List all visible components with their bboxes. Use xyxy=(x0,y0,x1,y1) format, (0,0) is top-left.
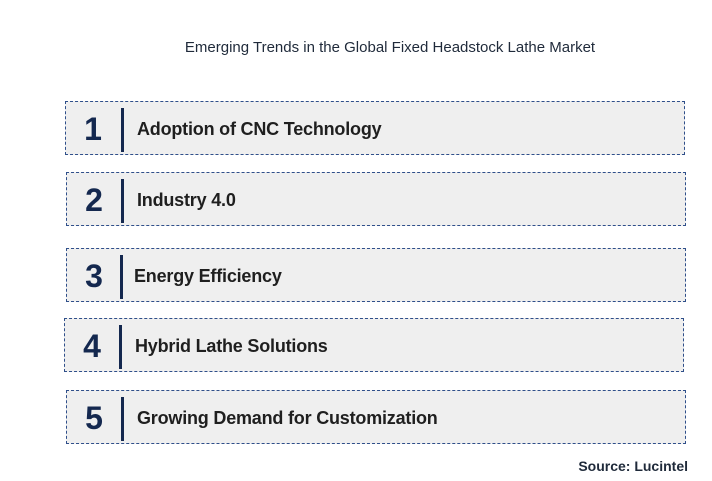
trend-item-4: 4 Hybrid Lathe Solutions xyxy=(64,318,684,372)
trend-number: 2 xyxy=(85,182,103,218)
trend-number: 1 xyxy=(84,111,102,147)
trend-label: Adoption of CNC Technology xyxy=(137,119,382,139)
trend-label: Energy Efficiency xyxy=(134,266,282,286)
divider-bar xyxy=(120,255,123,299)
trend-item-1: 1 Adoption of CNC Technology xyxy=(65,101,685,155)
trend-label: Growing Demand for Customization xyxy=(137,408,438,428)
divider-bar xyxy=(119,325,122,369)
trend-item-2: 2 Industry 4.0 xyxy=(66,172,686,226)
divider-bar xyxy=(121,179,124,223)
trend-item-5: 5 Growing Demand for Customization xyxy=(66,390,686,444)
trend-number: 3 xyxy=(85,258,103,294)
divider-bar xyxy=(121,397,124,441)
trend-item-3: 3 Energy Efficiency xyxy=(66,248,686,302)
trend-number: 5 xyxy=(85,400,103,436)
trend-number: 4 xyxy=(83,328,101,364)
divider-bar xyxy=(121,108,124,152)
source-note: Source: Lucintel xyxy=(578,458,688,474)
trend-label: Hybrid Lathe Solutions xyxy=(135,336,328,356)
chart-title: Emerging Trends in the Global Fixed Head… xyxy=(184,39,596,56)
trend-label: Industry 4.0 xyxy=(137,190,236,210)
